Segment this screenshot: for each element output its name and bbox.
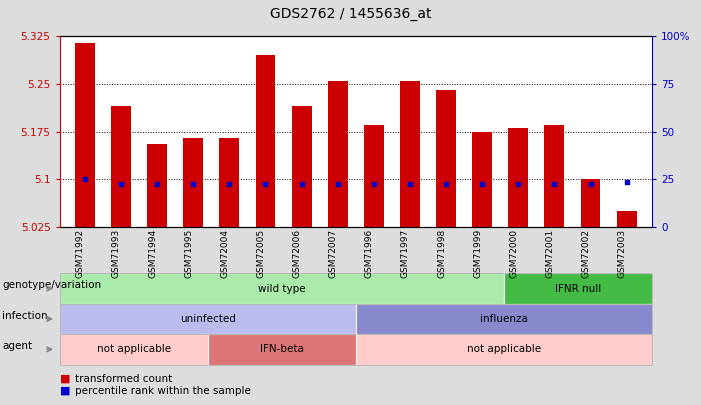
Bar [400,81,420,227]
Text: IFNR null: IFNR null [554,284,601,294]
Bar [545,125,564,227]
Bar [147,144,167,227]
Bar [183,138,203,227]
Bar [508,128,529,227]
Text: GSM71999: GSM71999 [473,229,482,278]
Text: GSM72006: GSM72006 [292,229,301,278]
Bar [256,55,275,227]
Text: GSM71993: GSM71993 [112,229,121,278]
Text: percentile rank within the sample: percentile rank within the sample [75,386,251,396]
Text: influenza: influenza [480,314,528,324]
Text: infection: infection [2,311,48,321]
Bar [111,106,131,227]
Text: not applicable: not applicable [467,344,541,354]
Text: GSM72005: GSM72005 [257,229,266,278]
Text: GSM72002: GSM72002 [582,229,590,278]
Text: GSM72007: GSM72007 [329,229,338,278]
Bar [364,125,383,227]
Text: ■: ■ [60,386,70,396]
Text: wild type: wild type [258,284,306,294]
Text: GSM71996: GSM71996 [365,229,374,278]
Bar [219,138,239,227]
Text: IFN-beta: IFN-beta [260,344,304,354]
Text: GSM71995: GSM71995 [184,229,193,278]
Text: transformed count: transformed count [75,374,172,384]
Text: GSM71998: GSM71998 [437,229,446,278]
Bar [75,43,95,227]
Text: GSM72004: GSM72004 [220,229,229,278]
Text: genotype/variation: genotype/variation [2,280,101,290]
Bar [580,179,601,227]
Text: GSM72003: GSM72003 [618,229,627,278]
Bar [436,90,456,227]
Bar [617,211,637,227]
Text: GSM72000: GSM72000 [510,229,518,278]
Text: agent: agent [2,341,32,351]
Text: uninfected: uninfected [179,314,236,324]
Bar [292,106,311,227]
Text: GSM71994: GSM71994 [148,229,157,278]
Text: not applicable: not applicable [97,344,170,354]
Text: GSM71997: GSM71997 [401,229,410,278]
Bar [472,132,492,227]
Text: GSM71992: GSM71992 [76,229,85,278]
Text: ■: ■ [60,374,70,384]
Bar [328,81,348,227]
Text: GSM72001: GSM72001 [545,229,554,278]
Text: GDS2762 / 1455636_at: GDS2762 / 1455636_at [270,7,431,21]
